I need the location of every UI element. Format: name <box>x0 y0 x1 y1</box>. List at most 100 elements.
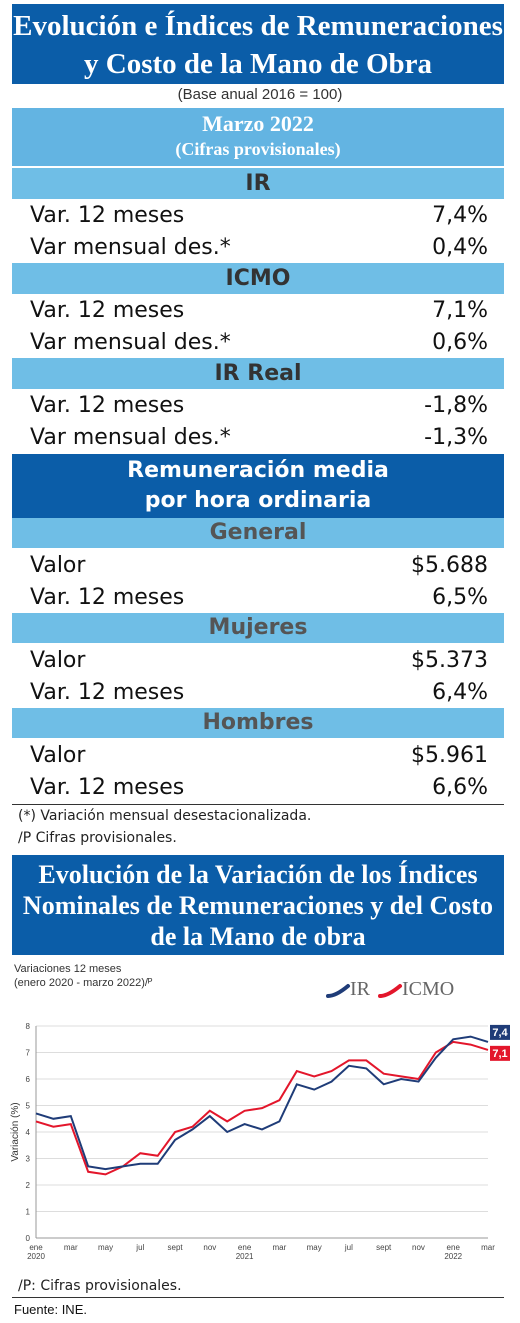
group-mujeres-header: Mujeres <box>12 613 504 643</box>
row-label: Valor <box>30 742 86 768</box>
main-title-line2: y Costo de la Mano de Obra <box>84 48 432 80</box>
end-label-ir: 7,4 <box>492 1027 508 1039</box>
section-irreal-title: IR Real <box>214 361 302 386</box>
row-value: -1,3% <box>424 424 488 450</box>
row-value: 0,4% <box>432 234 488 260</box>
y-tick-label: 8 <box>26 1022 31 1031</box>
y-tick-label: 1 <box>26 1208 31 1217</box>
group-mujeres-title: Mujeres <box>208 615 308 640</box>
row-value: $5.373 <box>411 647 488 673</box>
x-tick-label: sept <box>168 1243 184 1252</box>
divider <box>12 804 504 805</box>
section-icmo-header: ICMO <box>12 263 504 294</box>
base-note: (Base anual 2016 = 100) <box>177 86 343 103</box>
x-tick-label: ene 2020 <box>27 1243 45 1261</box>
y-tick-label: 6 <box>26 1075 31 1084</box>
row-value: 6,6% <box>432 774 488 800</box>
legend-icmo-swatch <box>378 984 402 998</box>
y-tick-label: 2 <box>26 1181 31 1190</box>
x-tick-label: ene 2021 <box>236 1243 254 1261</box>
ir-row-monthly: Var mensual des.* 0,4% <box>30 231 488 263</box>
legend-svg <box>326 984 402 998</box>
legend-ir-swatch <box>326 984 350 998</box>
chart-footnote: /P: Cifras provisionales. <box>18 1278 182 1294</box>
icmo-row-monthly: Var mensual des.* 0,6% <box>30 326 488 358</box>
mujeres-row-12m: Var. 12 meses 6,4% <box>30 676 488 708</box>
chart-title-line1: Evolución de la Variación de los Índices <box>38 860 478 889</box>
x-tick-label: may <box>307 1243 322 1252</box>
row-value: 0,6% <box>432 329 488 355</box>
y-tick-label: 5 <box>26 1102 31 1111</box>
chart-legend: IR ICMO <box>326 976 466 1002</box>
chart-title-line2: Nominales de Remuneraciones y del Costo <box>22 891 494 920</box>
x-tick-label: mar <box>481 1243 495 1252</box>
row-value: 6,4% <box>432 679 488 705</box>
ir-row-12m: Var. 12 meses 7,4% <box>30 199 488 231</box>
series-line-icmo <box>35 1040 489 1176</box>
remuneracion-header: Remuneración media por hora ordinaria <box>12 454 504 518</box>
row-label: Var. 12 meses <box>30 202 185 228</box>
remuneracion-title-line2: por hora ordinaria <box>144 488 372 513</box>
source-note: Fuente: INE. <box>14 1302 87 1317</box>
hombres-row-valor: Valor $5.961 <box>30 739 488 771</box>
row-value: $5.961 <box>411 742 488 768</box>
irreal-row-monthly: Var mensual des.* -1,3% <box>30 421 488 453</box>
chart-bottom-divider <box>12 1297 504 1298</box>
x-tick-label: ene 2022 <box>444 1243 462 1261</box>
end-label-ir-box <box>490 1024 510 1040</box>
row-label: Var. 12 meses <box>30 297 185 323</box>
group-general-title: General <box>209 520 307 545</box>
remuneracion-title-line1: Remuneración media <box>127 458 389 483</box>
chart-subtitle-line2: (enero 2020 - marzo 2022)/ᴾ <box>14 977 153 989</box>
period-band: Marzo 2022 (Cifras provisionales) <box>12 108 504 166</box>
row-value: $5.688 <box>411 552 488 578</box>
main-title-line1: Evolución e Índices de Remuneraciones <box>13 10 503 42</box>
group-hombres-title: Hombres <box>202 710 314 735</box>
row-value: 6,5% <box>432 584 488 610</box>
y-tick-label: 7 <box>26 1049 31 1058</box>
series-line-ir <box>35 1035 489 1171</box>
group-hombres-header: Hombres <box>12 708 504 738</box>
note-desestacionalizada: (*) Variación mensual desestacionalizada… <box>18 808 312 824</box>
section-ir-title: IR <box>245 171 271 196</box>
x-tick-label: jul <box>135 1243 144 1252</box>
row-label: Var. 12 meses <box>30 774 185 800</box>
chart-title-band: Evolución de la Variación de los Índices… <box>12 855 504 955</box>
row-label: Var. 12 meses <box>30 584 185 610</box>
irreal-row-12m: Var. 12 meses -1,8% <box>30 389 488 421</box>
row-label: Valor <box>30 647 86 673</box>
section-icmo-title: ICMO <box>225 266 291 291</box>
y-tick-label: 4 <box>26 1128 31 1137</box>
x-tick-label: jul <box>344 1243 353 1252</box>
note-provisionales: /P Cifras provisionales. <box>18 830 177 846</box>
row-label: Var. 12 meses <box>30 679 185 705</box>
main-title-band: Evolución e Índices de Remuneraciones y … <box>12 4 504 84</box>
x-tick-label: may <box>98 1243 113 1252</box>
end-label-icmo: 7,1 <box>492 1048 507 1060</box>
general-row-12m: Var. 12 meses 6,5% <box>30 581 488 613</box>
row-label: Var mensual des.* <box>30 329 231 355</box>
icmo-row-12m: Var. 12 meses 7,1% <box>30 294 488 326</box>
period-title: Marzo 2022 <box>202 111 314 136</box>
mujeres-row-valor: Valor $5.373 <box>30 644 488 676</box>
row-label: Var. 12 meses <box>30 392 185 418</box>
x-tick-label: sept <box>376 1243 392 1252</box>
row-value: 7,4% <box>432 202 488 228</box>
period-note: (Cifras provisionales) <box>175 139 341 159</box>
general-row-valor: Valor $5.688 <box>30 549 488 581</box>
y-tick-label: 0 <box>26 1234 31 1243</box>
chart-title-line3: de la Mano de obra <box>150 922 366 951</box>
x-tick-label: mar <box>64 1243 78 1252</box>
legend-icmo-label: ICMO <box>402 978 455 1000</box>
row-label: Var mensual des.* <box>30 234 231 260</box>
group-general-header: General <box>12 518 504 548</box>
row-value: 7,1% <box>432 297 488 323</box>
y-tick-label: 3 <box>26 1155 31 1164</box>
legend-ir-label: IR <box>350 978 370 1000</box>
x-tick-label: mar <box>272 1243 286 1252</box>
line-chart: 0 1 2 3 4 5 6 7 8 ene 2020 mar may jul sept nov ene 2021 m… <box>10 1022 510 1261</box>
section-irreal-header: IR Real <box>12 358 504 389</box>
row-label: Valor <box>30 552 86 578</box>
x-tick-label: nov <box>412 1243 425 1252</box>
row-label: Var mensual des.* <box>30 424 231 450</box>
